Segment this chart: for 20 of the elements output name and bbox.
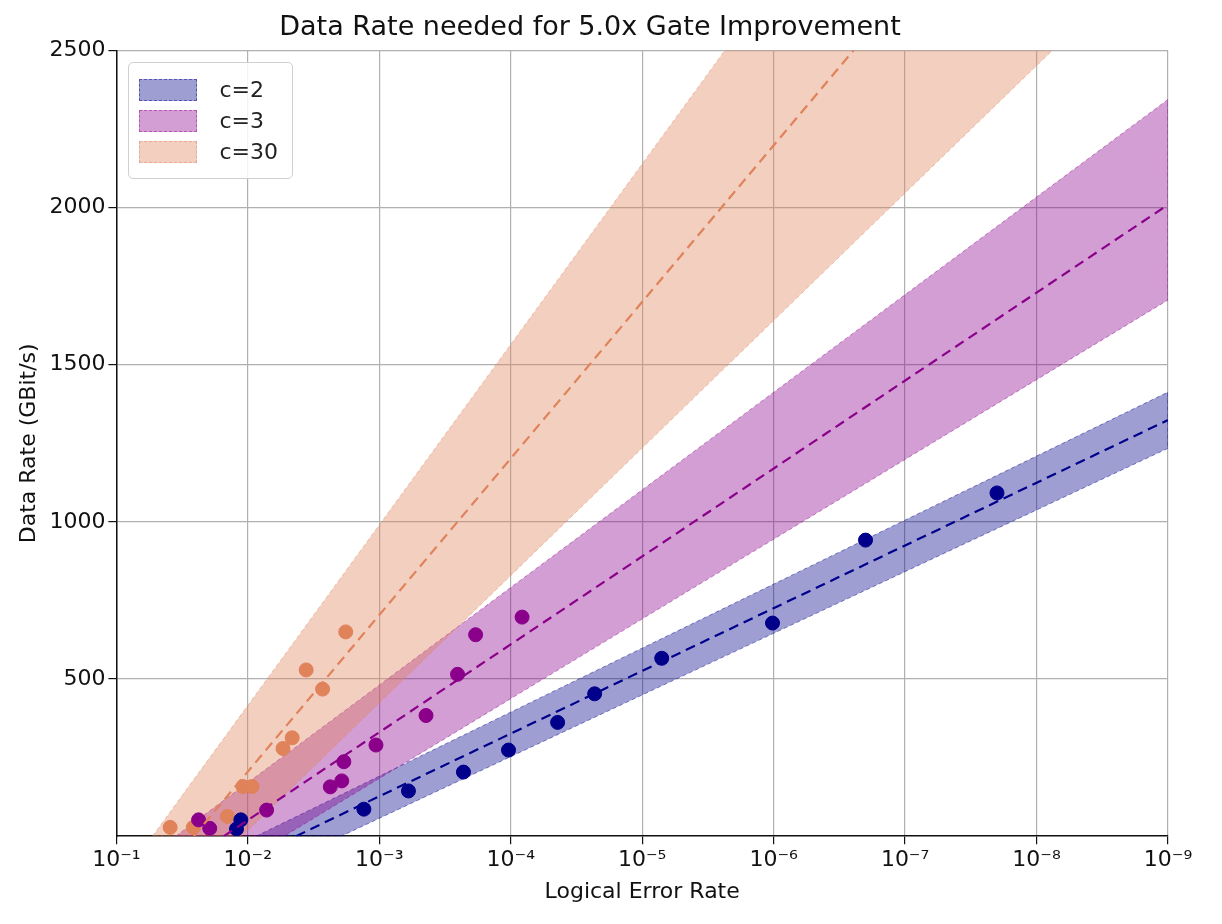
legend-label: c=30 xyxy=(219,139,278,165)
legend-label: c=2 xyxy=(219,77,264,103)
x-tick-label: 10⁻⁷ xyxy=(880,846,930,872)
x-tick-label: 10⁻¹ xyxy=(92,846,141,872)
y-tick-label: 1000 xyxy=(49,507,106,533)
x-tick-label: 10⁻³ xyxy=(355,846,404,872)
chart-title: Data Rate needed for 5.0x Gate Improvement xyxy=(279,10,901,42)
x-tick-label: 10⁻⁶ xyxy=(749,846,799,872)
y-tick-label: 500 xyxy=(63,664,106,690)
y-tick-label: 2500 xyxy=(49,36,106,62)
y-tick-label: 1500 xyxy=(49,350,106,376)
x-tick-label: 10⁻⁸ xyxy=(1012,846,1061,872)
x-tick-label: 10⁻² xyxy=(223,846,273,872)
y-axis-title: Data Rate (GBit/s) xyxy=(14,343,40,544)
y-tick-label: 2000 xyxy=(49,193,106,219)
x-tick-label: 10⁻⁵ xyxy=(617,846,667,872)
x-tick-label: 10⁻⁹ xyxy=(1143,846,1193,872)
x-axis-title: Logical Error Rate xyxy=(544,877,740,903)
legend-label: c=3 xyxy=(219,108,264,134)
x-tick-label: 10⁻⁴ xyxy=(486,846,536,872)
